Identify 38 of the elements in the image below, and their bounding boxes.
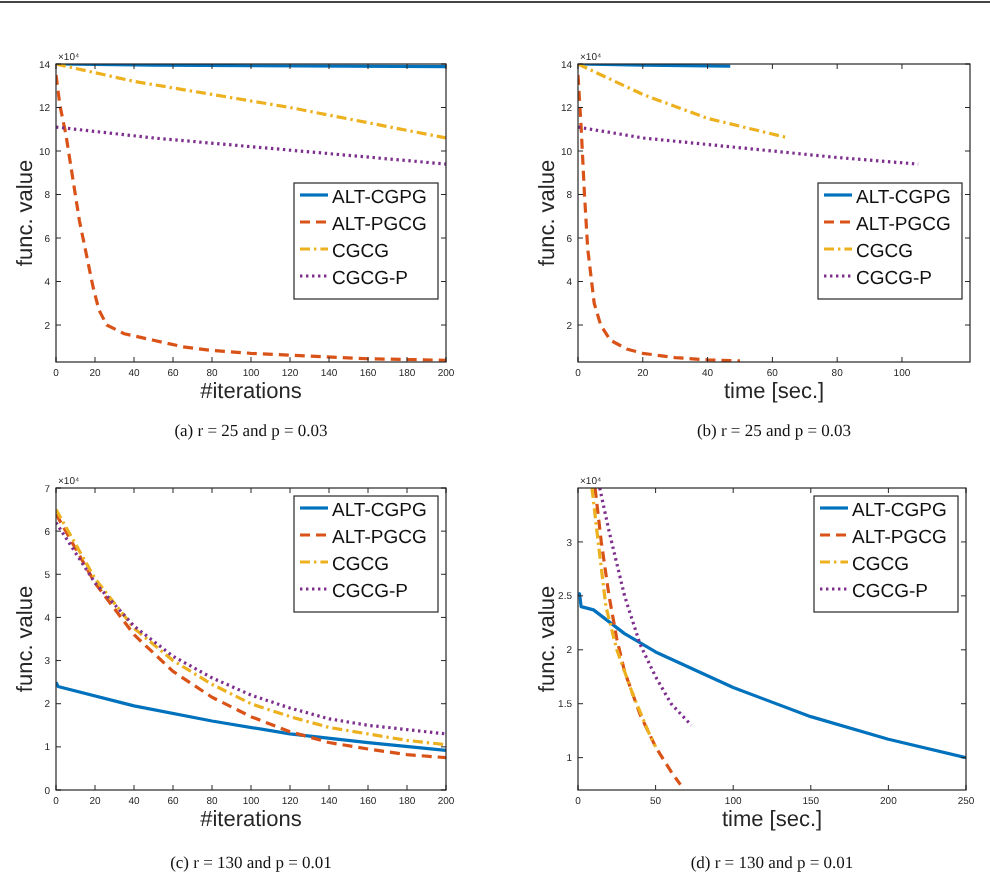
legend-label: ALT-PGCG — [852, 527, 947, 549]
text: (d) r = 130 and p = 0.01 — [690, 852, 854, 872]
line-series — [56, 64, 446, 140]
line-series — [56, 125, 446, 166]
line-series — [578, 73, 742, 362]
legend-label: CGCG-P — [332, 581, 408, 603]
legend-label: ALT-PGCG — [332, 214, 427, 236]
text: (c) r = 130 and p = 0.01 — [170, 852, 332, 872]
line-series — [578, 64, 791, 140]
legend-label: CGCG-P — [852, 581, 928, 603]
y-axis-title: func. value — [14, 159, 38, 267]
line-series — [593, 488, 683, 787]
line-series — [578, 125, 920, 166]
x-axis-title: time [sec.] — [721, 808, 823, 832]
legend-label: ALT-CGPG — [852, 500, 947, 522]
y-axis-title: func. value — [14, 585, 38, 693]
x-axis-title: time [sec.] — [723, 380, 825, 404]
x-axis-title: #iterations — [200, 380, 303, 404]
legend-label: CGCG-P — [332, 268, 408, 290]
line-series — [598, 488, 693, 727]
legend-label: CGCG-P — [856, 268, 932, 290]
legend-label: ALT-PGCG — [856, 214, 951, 236]
y-axis-title: func. value — [536, 585, 560, 693]
text: (a) r = 25 and p = 0.03 — [174, 420, 328, 440]
legend-label: CGCG — [332, 241, 389, 263]
x-axis-title: #iterations — [200, 808, 303, 832]
legend-label: ALT-CGPG — [332, 187, 427, 209]
y-axis-title: func. value — [536, 159, 560, 267]
legend-label: CGCG — [332, 554, 389, 576]
legend-label: CGCG — [856, 241, 913, 263]
text: (b) r = 25 and p = 0.03 — [696, 420, 852, 440]
line-series — [590, 488, 658, 749]
line-series — [56, 73, 446, 362]
legend-label: ALT-CGPG — [332, 500, 427, 522]
line-series — [56, 680, 446, 752]
legend-label: ALT-CGPG — [856, 187, 951, 209]
legend-label: CGCG — [852, 554, 909, 576]
legend-label: ALT-PGCG — [332, 527, 427, 549]
